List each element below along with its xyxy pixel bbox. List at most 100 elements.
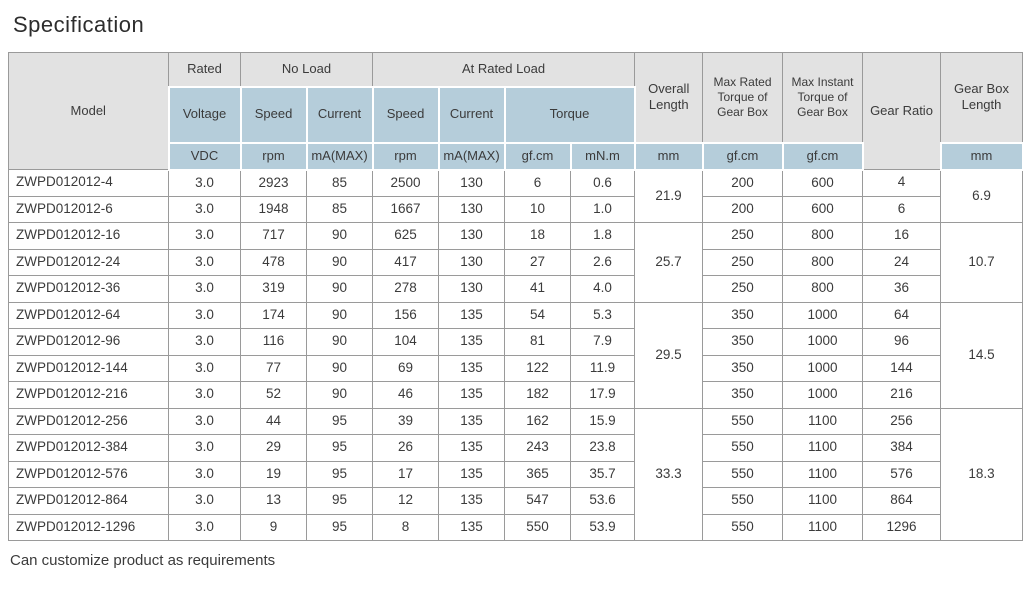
header-no-load-speed: Speed — [239, 85, 308, 144]
cell-nl-current: 95 — [306, 460, 373, 488]
cell-nl-current: 90 — [306, 328, 373, 356]
cell-torque-mnm: 2.6 — [570, 248, 635, 276]
cell-rl-current: 135 — [438, 460, 505, 488]
cell-max-rated-torque: 250 — [702, 248, 783, 276]
cell-max-instant-torque: 600 — [782, 169, 863, 197]
cell-rl-speed: 12 — [372, 487, 439, 515]
cell-torque-mnm: 17.9 — [570, 381, 635, 409]
cell-model: ZWPD012012-576 — [8, 460, 169, 488]
cell-torque-gfcm: 243 — [504, 434, 571, 462]
header-overall-length: Overall Length — [634, 52, 703, 143]
cell-gear-ratio: 384 — [862, 434, 941, 462]
cell-nl-speed: 174 — [240, 301, 307, 329]
cell-gear-ratio: 576 — [862, 460, 941, 488]
cell-nl-current: 95 — [306, 487, 373, 515]
spec-row: ZWPD012012-576 3.0 19 95 17 135 365 35.7 550 1100… — [8, 460, 1023, 488]
cell-max-rated-torque: 350 — [702, 354, 783, 382]
cell-rl-speed: 46 — [372, 381, 439, 409]
cell-nl-speed: 19 — [240, 460, 307, 488]
unit-torque-mnm: mN.m — [569, 141, 636, 171]
cell-max-instant-torque: 1000 — [782, 354, 863, 382]
cell-overall-length: 25.7 — [634, 222, 703, 303]
page: Specification Model Rated No Load At Rat… — [0, 12, 1024, 569]
cell-model: ZWPD012012-1296 — [8, 513, 169, 541]
cell-torque-gfcm: 547 — [504, 487, 571, 515]
cell-torque-gfcm: 182 — [504, 381, 571, 409]
cell-max-instant-torque: 1100 — [782, 460, 863, 488]
cell-rl-current: 135 — [438, 354, 505, 382]
cell-gear-ratio: 4 — [862, 169, 941, 197]
cell-model: ZWPD012012-16 — [8, 222, 169, 250]
cell-voltage: 3.0 — [168, 434, 241, 462]
spec-row: ZWPD012012-864 3.0 13 95 12 135 547 53.6 550 1100… — [8, 487, 1023, 515]
cell-rl-current: 135 — [438, 407, 505, 435]
spec-row: ZWPD012012-4 3.0 2923 85 2500 130 6 0.6 21.9 200 6… — [8, 169, 1023, 223]
cell-torque-mnm: 15.9 — [570, 407, 635, 435]
cell-model: ZWPD012012-4 — [8, 169, 169, 197]
cell-voltage: 3.0 — [168, 381, 241, 409]
cell-gear-ratio: 6 — [862, 195, 941, 223]
cell-torque-mnm: 1.0 — [570, 195, 635, 223]
cell-max-instant-torque: 1100 — [782, 407, 863, 435]
cell-max-rated-torque: 550 — [702, 460, 783, 488]
spec-row: ZWPD012012-24 3.0 478 90 417 130 27 2.6 250 800 24 — [8, 248, 1023, 276]
cell-torque-gfcm: 122 — [504, 354, 571, 382]
cell-max-rated-torque: 350 — [702, 301, 783, 329]
cell-max-instant-torque: 1100 — [782, 513, 863, 541]
cell-torque-gfcm: 162 — [504, 407, 571, 435]
cell-nl-current: 85 — [306, 195, 373, 223]
cell-rl-speed: 278 — [372, 275, 439, 303]
header-rated-speed: Speed — [371, 85, 440, 144]
cell-nl-speed: 77 — [240, 354, 307, 382]
cell-gear-box-length: 10.7 — [940, 222, 1023, 303]
header-gear-box-length: Gear Box Length — [940, 52, 1023, 143]
cell-max-rated-torque: 200 — [702, 195, 783, 223]
cell-gear-ratio: 36 — [862, 275, 941, 303]
header-at-rated-load: At Rated Load — [372, 52, 635, 87]
cell-max-instant-torque: 1000 — [782, 328, 863, 356]
cell-gear-box-length: 14.5 — [940, 301, 1023, 409]
cell-torque-mnm: 23.8 — [570, 434, 635, 462]
cell-nl-speed: 44 — [240, 407, 307, 435]
cell-voltage: 3.0 — [168, 328, 241, 356]
spec-row: ZWPD012012-36 3.0 319 90 278 130 41 4.0 250 800 36 — [8, 275, 1023, 303]
cell-overall-length: 21.9 — [634, 169, 703, 223]
cell-rl-current: 135 — [438, 513, 505, 541]
cell-nl-current: 85 — [306, 169, 373, 197]
header-rated: Rated — [168, 52, 241, 87]
cell-max-rated-torque: 350 — [702, 328, 783, 356]
cell-nl-speed: 717 — [240, 222, 307, 250]
page-title: Specification — [13, 12, 145, 37]
cell-max-instant-torque: 800 — [782, 248, 863, 276]
cell-gear-ratio: 64 — [862, 301, 941, 329]
cell-rl-speed: 625 — [372, 222, 439, 250]
cell-torque-mnm: 1.8 — [570, 222, 635, 250]
cell-model: ZWPD012012-384 — [8, 434, 169, 462]
unit-gear-box-length: mm — [939, 141, 1024, 171]
cell-torque-mnm: 4.0 — [570, 275, 635, 303]
cell-rl-speed: 1667 — [372, 195, 439, 223]
spec-row: ZWPD012012-96 3.0 116 90 104 135 81 7.9 350 1000 9… — [8, 328, 1023, 356]
cell-rl-speed: 17 — [372, 460, 439, 488]
spec-row: ZWPD012012-216 3.0 52 90 46 135 182 17.9 350 1000… — [8, 381, 1023, 409]
unit-max-instant-torque: gf.cm — [781, 141, 864, 171]
cell-rl-speed: 69 — [372, 354, 439, 382]
spec-row: ZWPD012012-1296 3.0 9 95 8 135 550 53.9 550 1100 1… — [8, 513, 1023, 541]
cell-torque-gfcm: 41 — [504, 275, 571, 303]
specification-table: Model Rated No Load At Rated Load Overal… — [8, 52, 1024, 541]
header-model: Model — [8, 52, 169, 170]
spec-row: ZWPD012012-64 3.0 174 90 156 135 54 5.3 29.5 350 1… — [8, 301, 1023, 409]
unit-overall-length: mm — [633, 141, 704, 171]
cell-torque-mnm: 0.6 — [570, 169, 635, 197]
cell-nl-current: 90 — [306, 381, 373, 409]
unit-max-rated-torque: gf.cm — [701, 141, 784, 171]
cell-gear-ratio: 16 — [862, 222, 941, 250]
cell-torque-mnm: 11.9 — [570, 354, 635, 382]
cell-nl-speed: 319 — [240, 275, 307, 303]
cell-torque-gfcm: 365 — [504, 460, 571, 488]
cell-voltage: 3.0 — [168, 195, 241, 223]
header-torque: Torque — [503, 85, 636, 144]
cell-model: ZWPD012012-36 — [8, 275, 169, 303]
spec-row: ZWPD012012-6 3.0 1948 85 1667 130 10 1.0 200 600 6 — [8, 195, 1023, 223]
cell-nl-current: 95 — [306, 513, 373, 541]
